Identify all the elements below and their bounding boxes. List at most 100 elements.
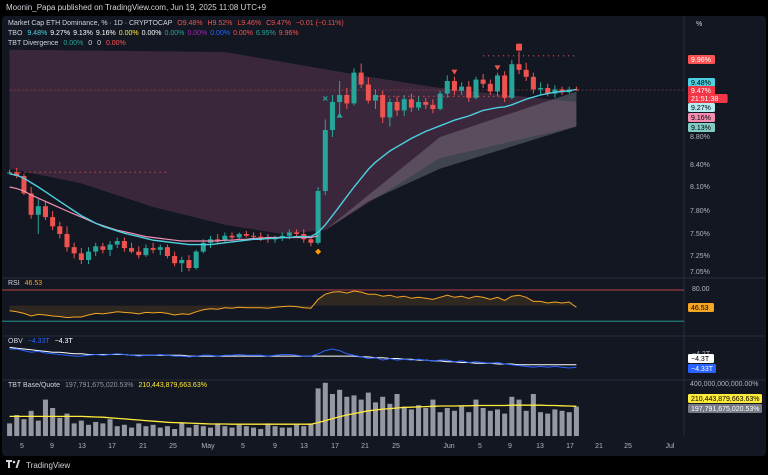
chart-frame[interactable]: % 8.80% 8.40% 8.10% 7.80% 7.50% 7.25% 7.05% 9.96… (2, 16, 766, 456)
tbt-bq-label: TBT Base/Quote (8, 382, 61, 389)
time-tick-label: 9 (273, 443, 277, 450)
time-tick-label: 25 (392, 443, 400, 450)
rsi-legend: RSI 46.53 (8, 280, 45, 287)
volume-bar (552, 409, 558, 436)
obv-legend: OBV −4.33T −4.3T (8, 338, 76, 345)
volume-bar (272, 426, 278, 436)
candle-body (222, 235, 228, 242)
price-axis[interactable]: % 8.80% 8.40% 8.10% 7.80% 7.50% 7.25% 7.05% 9.96… (688, 21, 762, 413)
symbol-title: Market Cap ETH Dominance, % · 1D · CRYPT… (8, 20, 173, 27)
volume-bar (530, 394, 536, 436)
volume-badge-label-1: 210,443,879,663.63% (691, 396, 760, 403)
rsi-badge-label: 46.53 (691, 305, 709, 312)
tbt-div-value-2: 0 (88, 40, 93, 47)
price-badge-label: 9.27% (691, 105, 711, 112)
candle-body (243, 234, 249, 236)
obv-badge-label-2: −4.33T (691, 366, 714, 373)
volume-tick-label: 400,000,000,000.00% (690, 381, 759, 388)
tradingview-logo-icon[interactable] (6, 456, 20, 475)
obv-line (9, 348, 577, 369)
candle-body (494, 75, 500, 92)
time-tick-label: 13 (78, 443, 86, 450)
volume-bar (157, 427, 163, 436)
volume-bar (215, 423, 221, 436)
sell-triangle-icon (494, 65, 501, 71)
time-tick-label: May (201, 443, 215, 450)
candle-body (57, 226, 63, 234)
candle-body (380, 95, 386, 118)
tbt-base-quote-legend: TBT Base/Quote 197,791,675,020.53% 210,4… (8, 382, 210, 389)
candle-body (157, 247, 163, 250)
footer: TradingView (0, 456, 768, 475)
footer-brand: TradingView (26, 461, 71, 470)
tbt-bq-value-2: 210,443,879,663.63% (138, 382, 207, 389)
candle-body (42, 206, 48, 218)
slow-ma-line (9, 186, 319, 242)
candle-body (408, 99, 414, 108)
candle-body (114, 241, 120, 245)
candle-body (502, 75, 508, 98)
volume-bar (416, 405, 422, 436)
volume-bar (480, 408, 486, 436)
candle-body (193, 251, 199, 268)
volume-bar (294, 424, 300, 436)
price-badge (688, 123, 715, 132)
price-badge (688, 86, 715, 95)
volume-bar (365, 392, 371, 436)
volume-bar (222, 426, 228, 436)
candle-body (186, 260, 192, 268)
price-tick-label: 7.50% (690, 231, 710, 238)
candle-body (308, 239, 314, 243)
volume-bar (473, 399, 479, 436)
candle-body (35, 206, 41, 215)
volume-bar (258, 429, 264, 436)
candle-body (480, 79, 486, 84)
tbo-value: 9.13% (73, 30, 93, 37)
volume-bar (279, 427, 285, 436)
time-tick-label: 5 (478, 443, 482, 450)
candle-body (121, 241, 127, 249)
tbo-value: 9.96% (278, 30, 299, 37)
candle-body (351, 72, 357, 104)
candle-body (416, 102, 422, 108)
candle-body (329, 102, 335, 130)
volume-bar (380, 396, 386, 436)
volume-bar (401, 406, 407, 436)
chart-svg[interactable]: % 8.80% 8.40% 8.10% 7.80% 7.50% 7.25% 7.05% 9.96… (2, 16, 766, 456)
volume-bar (573, 406, 579, 436)
candle-body (459, 86, 465, 91)
close-value: C9.47% (266, 20, 291, 27)
volume-bar (243, 426, 249, 436)
cloud-lower (325, 91, 577, 231)
obv-value-1: −4.33T (27, 338, 50, 345)
candle-body (7, 172, 13, 174)
candle-body (172, 256, 178, 264)
tbt-bq-value-1: 197,791,675,020.53% (64, 382, 134, 389)
cloud-upper (9, 49, 577, 234)
obv-badge-1 (688, 354, 714, 363)
candle-body (286, 232, 292, 236)
time-axis[interactable]: 5 9 13 17 21 25 May 5 9 13 17 21 25 Jun 5 9 13 17 21 25 Jul (20, 443, 675, 450)
volume-bar (164, 426, 170, 436)
candle-body (451, 81, 457, 91)
tbt-divergence-legend: TBT Divergence 0.00% 0 0 0.00% (8, 40, 129, 47)
volume-bar (200, 426, 206, 436)
volume-bar (545, 413, 551, 436)
price-badge-label: 9.13% (691, 125, 711, 132)
volume-bar (28, 410, 34, 436)
volume-bar (308, 423, 314, 436)
time-tick-label: 21 (361, 443, 369, 450)
volume-bar (494, 409, 500, 436)
volume-bar (509, 396, 515, 436)
volume-bar (129, 427, 135, 436)
obv-badge-label-1: −4.3T (691, 356, 710, 363)
candle-body (28, 193, 34, 215)
volume-bar (430, 399, 436, 436)
time-tick-label: 9 (50, 443, 54, 450)
price-badge-label: 9.96% (691, 57, 711, 64)
tbo-value: 0.00% (141, 30, 162, 37)
volume-bar (344, 396, 350, 436)
volume-bar (14, 415, 20, 436)
candle-body (279, 235, 285, 238)
candle-body (538, 88, 544, 90)
